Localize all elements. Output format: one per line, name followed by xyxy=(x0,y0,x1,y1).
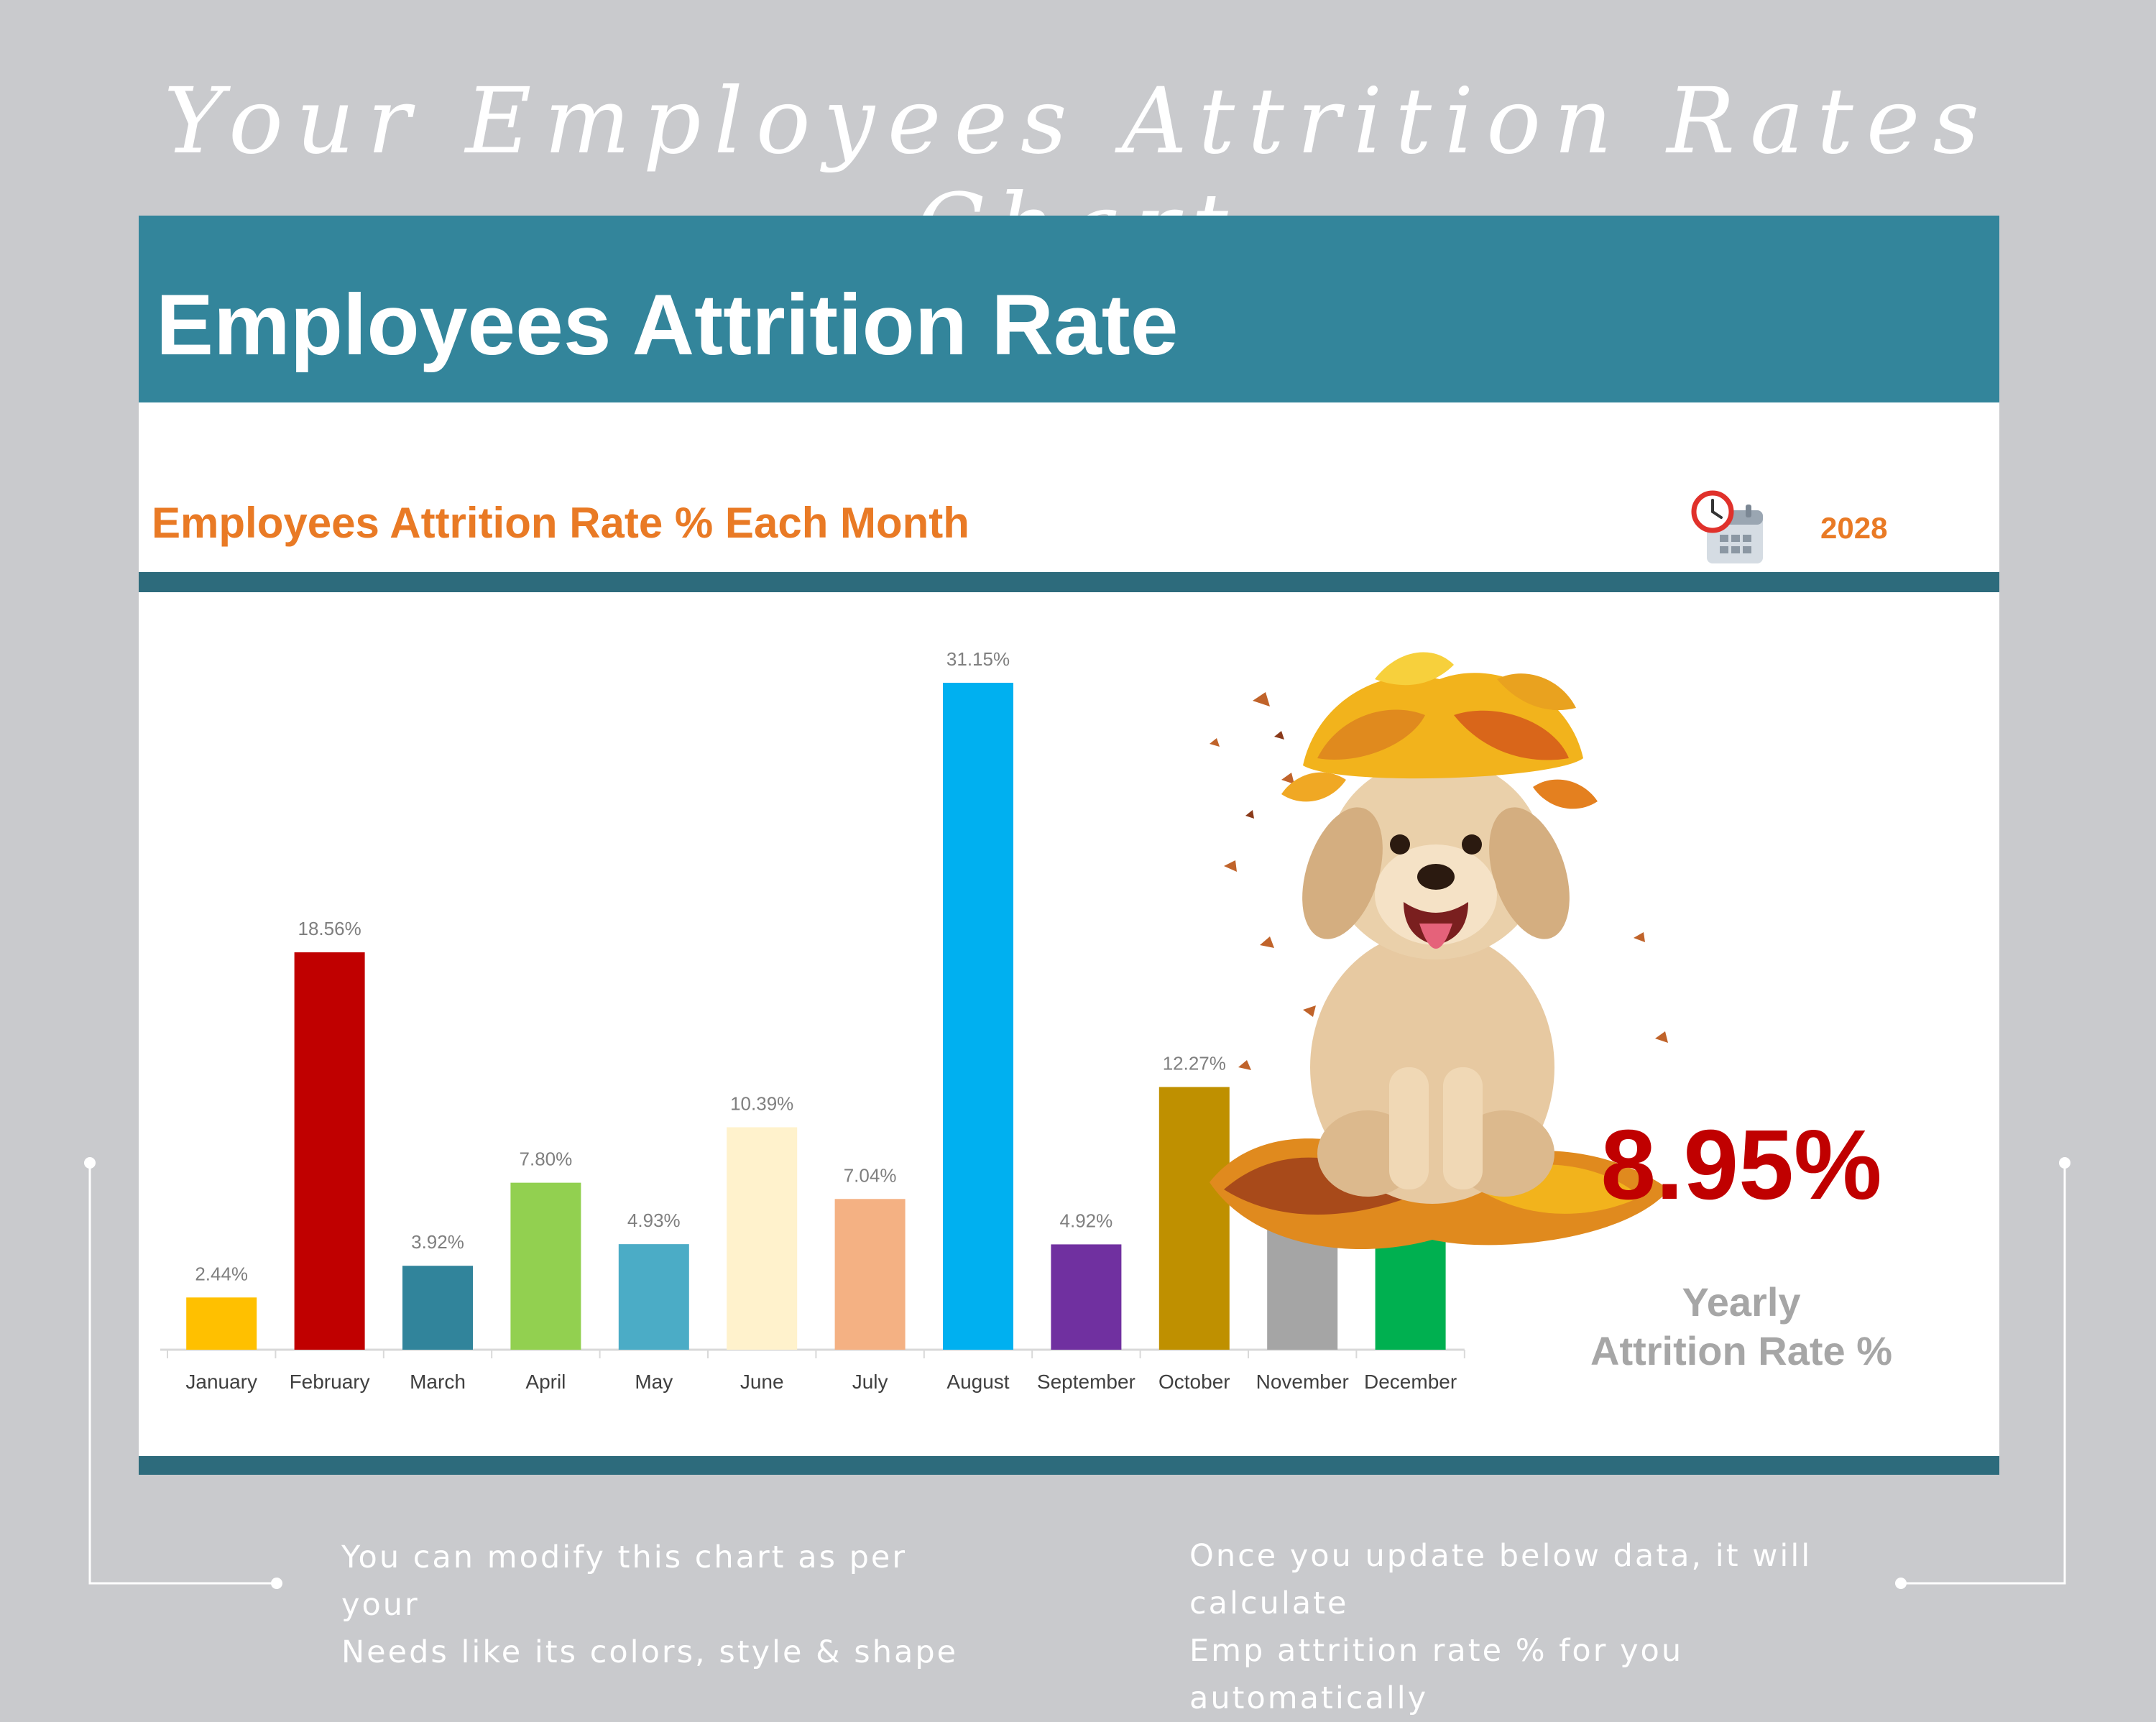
bottom-divider-band xyxy=(139,1456,1999,1475)
kpi-label-line1: Yearly xyxy=(1682,1279,1801,1325)
note-right-line1: Once you update below data, it will calc… xyxy=(1189,1538,1812,1621)
chart-subtitle: Employees Attrition Rate % Each Month xyxy=(152,499,969,547)
bar-february xyxy=(294,952,365,1350)
data-label-february: 18.56% xyxy=(298,918,361,939)
bar-october xyxy=(1158,1087,1230,1350)
note-left-line1: You can modify this chart as per your xyxy=(341,1539,908,1623)
category-label-april: April xyxy=(525,1371,566,1393)
data-label-april: 7.80% xyxy=(520,1148,573,1170)
category-label-august: August xyxy=(946,1371,1009,1393)
bar-march xyxy=(402,1266,473,1350)
bar-january xyxy=(186,1297,257,1350)
bar-august xyxy=(943,683,1013,1350)
category-label-november: November xyxy=(1256,1371,1349,1393)
data-label-january: 2.44% xyxy=(195,1263,248,1284)
category-label-june: June xyxy=(740,1371,784,1393)
calendar-clock-icon xyxy=(1691,490,1763,563)
bar-june xyxy=(727,1127,798,1350)
data-label-september: 4.92% xyxy=(1060,1210,1113,1231)
yearly-attrition-value: 8.95% xyxy=(1600,1110,1882,1220)
note-auto-calculate: Once you update below data, it will calc… xyxy=(1189,1532,1908,1722)
data-label-may: 4.93% xyxy=(627,1210,681,1231)
data-label-june: 10.39% xyxy=(730,1092,793,1114)
note-left-line2: Needs like its colors, style & shape xyxy=(341,1634,959,1670)
kpi-label-line2: Attrition Rate % xyxy=(1590,1328,1892,1373)
bar-april xyxy=(510,1182,581,1350)
banner-title: Employees Attrition Rate xyxy=(156,277,1179,373)
bar-september xyxy=(1051,1244,1122,1350)
category-label-february: February xyxy=(290,1371,370,1393)
category-label-october: October xyxy=(1158,1371,1230,1393)
puppy-illustration xyxy=(1210,652,1669,1250)
category-label-may: May xyxy=(635,1371,673,1393)
year-label: 2028 xyxy=(1820,511,1888,545)
bar-may xyxy=(618,1244,689,1350)
category-label-march: March xyxy=(410,1371,466,1393)
category-label-december: December xyxy=(1364,1371,1457,1393)
data-label-october: 12.27% xyxy=(1163,1052,1226,1074)
banner: Employees Attrition Rate xyxy=(139,216,1999,402)
note-modify-chart: You can modify this chart as per your Ne… xyxy=(341,1534,988,1676)
dashboard-card: Employees Attrition Rate Employees Attri… xyxy=(139,216,1999,1475)
bar-july xyxy=(834,1199,906,1350)
data-label-august: 31.15% xyxy=(946,648,1010,670)
note-right-line2: Emp attrition rate % for you automatical… xyxy=(1189,1633,1684,1716)
category-label-january: January xyxy=(185,1371,257,1393)
data-label-march: 3.92% xyxy=(411,1231,464,1253)
category-label-september: September xyxy=(1037,1371,1135,1393)
category-label-july: July xyxy=(852,1371,888,1393)
data-label-july: 7.04% xyxy=(844,1164,897,1186)
top-divider-band xyxy=(139,572,1999,592)
yearly-attrition-label: Yearly Attrition Rate % xyxy=(1540,1278,1943,1376)
